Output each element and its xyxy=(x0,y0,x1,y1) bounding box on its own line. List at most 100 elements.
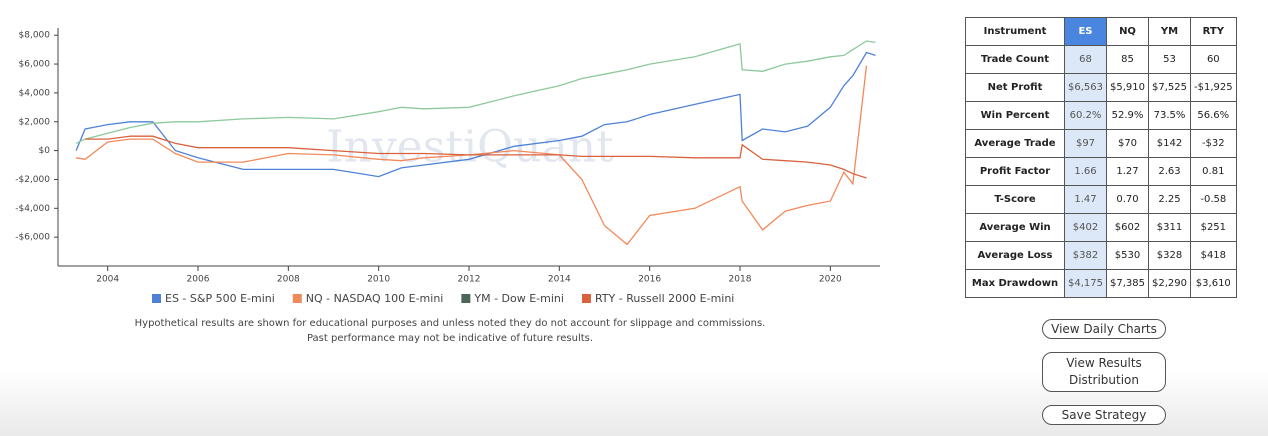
table-cell: 60.2% xyxy=(1064,101,1107,130)
table-cell: T-Score xyxy=(965,185,1065,214)
table-cell: $251 xyxy=(1190,213,1237,242)
table-cell: $530 xyxy=(1106,241,1149,270)
legend-swatch xyxy=(152,294,161,303)
table-cell: 0.81 xyxy=(1190,157,1237,186)
table-cell: $3,610 xyxy=(1190,269,1237,298)
table-cell: 52.9% xyxy=(1106,101,1149,130)
x-tick-label: 2016 xyxy=(638,275,661,285)
table-cell: $2,290 xyxy=(1148,269,1191,298)
table-row: Win Percent 60.2% 52.9% 73.5% 56.6% xyxy=(965,101,1237,130)
table-cell: -$32 xyxy=(1190,129,1237,158)
table-cell: $328 xyxy=(1148,241,1191,270)
legend-swatch xyxy=(461,294,471,303)
table-cell: 53 xyxy=(1148,45,1191,74)
table-cell: $418 xyxy=(1190,241,1237,270)
stats-table: Instrument ES NQ YM RTY Trade Count 68 85 53 60 Ne… xyxy=(965,17,1237,298)
legend-label: YM - Dow E-mini xyxy=(473,292,564,305)
chart: InvestiQuant -$6,000 -$4,000 -$2,000 $0 $2,0… xyxy=(15,28,880,305)
table-cell: 2.25 xyxy=(1148,185,1191,214)
header-cell: NQ xyxy=(1106,17,1149,46)
table-row: Average Win $402 $602 $311 $251 xyxy=(965,213,1237,242)
legend: ES - S&P 500 E-mini NQ - NASDAQ 100 E-min… xyxy=(152,292,734,305)
button[interactable]: View Daily Charts xyxy=(1042,319,1166,339)
table-cell: Profit Factor xyxy=(965,157,1065,186)
table-cell: $602 xyxy=(1106,213,1149,242)
table-cell: Trade Count xyxy=(965,45,1065,74)
series-line xyxy=(75,40,876,144)
button[interactable]: Save Strategy xyxy=(1042,405,1166,425)
y-tick-label: $2,000 xyxy=(19,117,51,127)
table-cell: $97 xyxy=(1064,129,1107,158)
disclaimer-line: Past performance may not be indicative o… xyxy=(306,333,594,344)
header-cell: Instrument xyxy=(965,17,1065,46)
table-cell: 60 xyxy=(1190,45,1237,74)
table-row: T-Score 1.47 0.70 2.25 -0.58 xyxy=(965,185,1237,214)
table-cell: $402 xyxy=(1064,213,1107,242)
table-cell: 2.63 xyxy=(1148,157,1191,186)
y-tick-label: -$6,000 xyxy=(15,233,50,243)
table-row: Average Trade $97 $70 $142 -$32 xyxy=(965,129,1237,158)
header-cell: YM xyxy=(1148,17,1191,46)
header-cell: ES xyxy=(1064,17,1107,46)
legend-label: ES - S&P 500 E-mini xyxy=(165,292,275,305)
table-cell: $382 xyxy=(1064,241,1107,270)
y-tick-label: $0 xyxy=(39,146,51,156)
watermark: InvestiQuant xyxy=(326,122,614,173)
header-cell: RTY xyxy=(1190,17,1237,46)
x-tick-label: 2004 xyxy=(96,275,119,285)
table-row: Average Loss $382 $530 $328 $418 xyxy=(965,241,1237,270)
table-cell: 0.70 xyxy=(1106,185,1149,214)
table-cell: $7,385 xyxy=(1106,269,1149,298)
table-cell: 1.47 xyxy=(1064,185,1107,214)
table-cell: Win Percent xyxy=(965,101,1065,130)
table-cell: $6,563 xyxy=(1064,73,1107,102)
legend-label: RTY - Russell 2000 E-mini xyxy=(595,292,734,305)
table-row: Max Drawdown $4,175 $7,385 $2,290 $3,610 xyxy=(965,269,1237,298)
x-tick-label: 2006 xyxy=(187,275,210,285)
x-tick-label: 2012 xyxy=(458,275,481,285)
x-tick-label: 2010 xyxy=(367,275,390,285)
table-cell: 68 xyxy=(1064,45,1107,74)
table-cell: 85 xyxy=(1106,45,1149,74)
series-line xyxy=(85,135,867,179)
table-cell: 73.5% xyxy=(1148,101,1191,130)
table-cell: Net Profit xyxy=(965,73,1065,102)
legend-label: NQ - NASDAQ 100 E-mini xyxy=(306,292,444,305)
table-row: Trade Count 68 85 53 60 xyxy=(965,45,1237,74)
table-row: Profit Factor 1.66 1.27 2.63 0.81 xyxy=(965,157,1237,186)
table-cell: Average Trade xyxy=(965,129,1065,158)
series-line xyxy=(75,65,868,246)
table-cell: $311 xyxy=(1148,213,1191,242)
table-cell: 56.6% xyxy=(1190,101,1237,130)
y-tick-label: -$2,000 xyxy=(15,175,50,185)
table-cell: Average Loss xyxy=(965,241,1065,270)
x-tick-label: 2020 xyxy=(819,275,842,285)
y-tick-label: -$4,000 xyxy=(15,204,50,214)
table-row: Net Profit $6,563 $5,910 $7,525 -$1,925 xyxy=(965,73,1237,102)
x-tick-label: 2014 xyxy=(548,275,571,285)
disclaimer-line: Hypothetical results are shown for educa… xyxy=(134,318,766,329)
legend-swatch xyxy=(581,294,591,303)
table-cell: Max Drawdown xyxy=(965,269,1065,298)
table-header: Instrument ES NQ YM RTY xyxy=(965,17,1237,46)
table-cell: $7,525 xyxy=(1148,73,1191,102)
table-cell: -0.58 xyxy=(1190,185,1237,214)
table-cell: 1.66 xyxy=(1064,157,1107,186)
table-cell: $4,175 xyxy=(1064,269,1107,298)
x-tick-label: 2008 xyxy=(277,275,300,285)
legend-swatch xyxy=(292,294,302,303)
table-cell: $5,910 xyxy=(1106,73,1149,102)
table-cell: Average Win xyxy=(965,213,1065,242)
y-tick-label: $4,000 xyxy=(19,88,51,98)
x-tick-label: 2018 xyxy=(729,275,752,285)
series-line xyxy=(75,51,876,178)
table-cell: $70 xyxy=(1106,129,1149,158)
y-tick-label: $8,000 xyxy=(19,31,51,41)
table-cell: 1.27 xyxy=(1106,157,1149,186)
table-cell: -$1,925 xyxy=(1190,73,1237,102)
button[interactable]: View Results Distribution xyxy=(1042,352,1166,392)
table-cell: $142 xyxy=(1148,129,1191,158)
y-tick-label: $6,000 xyxy=(19,60,51,70)
disclaimer: Hypothetical results are shown for educa… xyxy=(0,316,900,346)
